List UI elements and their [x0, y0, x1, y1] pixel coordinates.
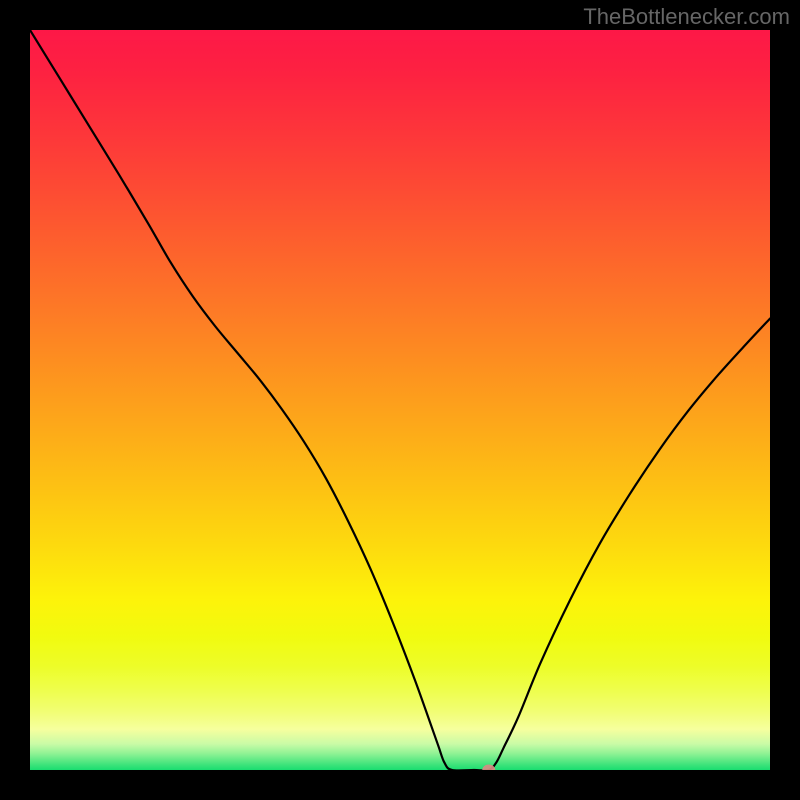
plot-area [30, 30, 770, 770]
plot-svg [30, 30, 770, 770]
gradient-background [30, 30, 770, 770]
watermark-text: TheBottlenecker.com [583, 4, 790, 30]
chart-canvas: TheBottlenecker.com [0, 0, 800, 800]
